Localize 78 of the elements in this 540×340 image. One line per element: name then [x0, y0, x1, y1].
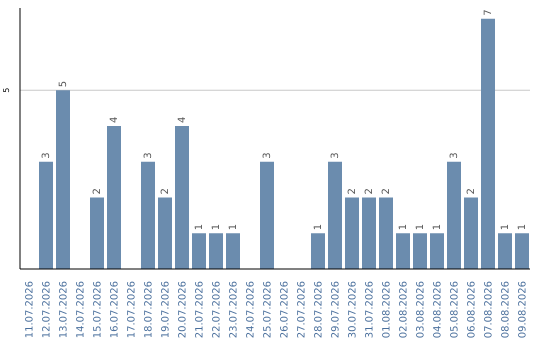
bar [260, 162, 274, 269]
bar [175, 126, 189, 269]
x-tick-label: 26.07.2026 [280, 281, 290, 338]
x-tick-label: 29.07.2026 [330, 281, 342, 338]
data-label: 4 [109, 116, 120, 123]
x-tick-label: 01.08.2026 [382, 281, 392, 338]
x-tick-label: 13.07.2026 [58, 281, 70, 338]
bar [158, 197, 172, 269]
data-label: 2 [92, 188, 103, 194]
bar [345, 197, 359, 269]
bar [515, 233, 529, 269]
x-tick-label: 15.07.2026 [92, 281, 104, 338]
bar [396, 233, 410, 269]
x-tick-label: 11.07.2026 [24, 281, 36, 338]
x-tick-label: 04.08.2026 [432, 281, 444, 338]
x-tick-label: 02.08.2026 [398, 281, 410, 338]
bar [39, 162, 53, 269]
data-label: 3 [449, 152, 460, 159]
data-label: 1 [500, 224, 511, 230]
x-tick-label: 21.07.2026 [194, 281, 206, 338]
bar [413, 233, 427, 269]
bar [481, 18, 495, 269]
x-tick-label: 06.08.2026 [466, 281, 478, 338]
x-tick-label: 16.07.2026 [110, 281, 120, 338]
bar [90, 197, 104, 269]
x-tick-label: 24.07.2026 [246, 281, 256, 338]
bar [311, 233, 325, 269]
bar [464, 197, 478, 269]
data-label: 7 [483, 9, 494, 16]
bar [447, 162, 461, 269]
data-label: 3 [41, 152, 52, 159]
data-label: 1 [194, 224, 205, 230]
data-label: 3 [143, 152, 154, 159]
x-tick-label: 23.07.2026 [228, 281, 240, 338]
x-tick-label: 27.07.2026 [296, 281, 308, 338]
data-label: 1 [415, 224, 426, 230]
x-tick-label: 22.07.2026 [212, 281, 222, 338]
data-label: 2 [466, 188, 477, 194]
bar [226, 233, 240, 269]
data-label: 2 [347, 188, 358, 194]
x-tick-label: 05.08.2026 [450, 281, 460, 338]
x-tick-label: 25.07.2026 [262, 281, 274, 338]
bar [56, 90, 70, 269]
x-tick-label: 18.07.2026 [144, 281, 154, 338]
data-label: 1 [398, 224, 409, 230]
data-label: 1 [228, 224, 239, 230]
bar [141, 162, 155, 269]
data-label: 1 [211, 224, 222, 230]
data-label: 2 [381, 188, 392, 194]
data-label: 1 [432, 224, 443, 230]
bar [430, 233, 444, 269]
bar [209, 233, 223, 269]
x-tick-label: 28.07.2026 [314, 281, 324, 338]
x-tick-label: 07.08.2026 [484, 281, 494, 338]
x-tick-label: 08.08.2026 [500, 281, 512, 338]
bar [107, 126, 121, 269]
data-label: 1 [517, 224, 528, 230]
bar [362, 197, 376, 269]
x-tick-label: 03.08.2026 [416, 281, 426, 338]
data-label: 2 [160, 188, 171, 194]
x-tick-label: 20.07.2026 [178, 281, 188, 338]
x-tick-label: 19.07.2026 [160, 281, 172, 338]
x-tick-label: 09.08.2026 [518, 281, 528, 338]
data-label: 2 [364, 188, 375, 194]
x-tick-label: 31.07.2026 [364, 281, 376, 338]
x-tick-label: 14.07.2026 [76, 281, 86, 338]
data-label: 1 [313, 224, 324, 230]
bar [328, 162, 342, 269]
x-tick-label: 12.07.2026 [42, 281, 52, 338]
data-label: 3 [330, 152, 341, 159]
data-label: 5 [58, 80, 69, 88]
data-label: 3 [262, 152, 273, 159]
bar [498, 233, 512, 269]
x-tick-label: 30.07.2026 [348, 281, 358, 338]
x-tick-label: 17.07.2026 [126, 281, 138, 338]
bar [379, 197, 393, 269]
bar [192, 233, 206, 269]
data-label: 4 [177, 116, 188, 123]
